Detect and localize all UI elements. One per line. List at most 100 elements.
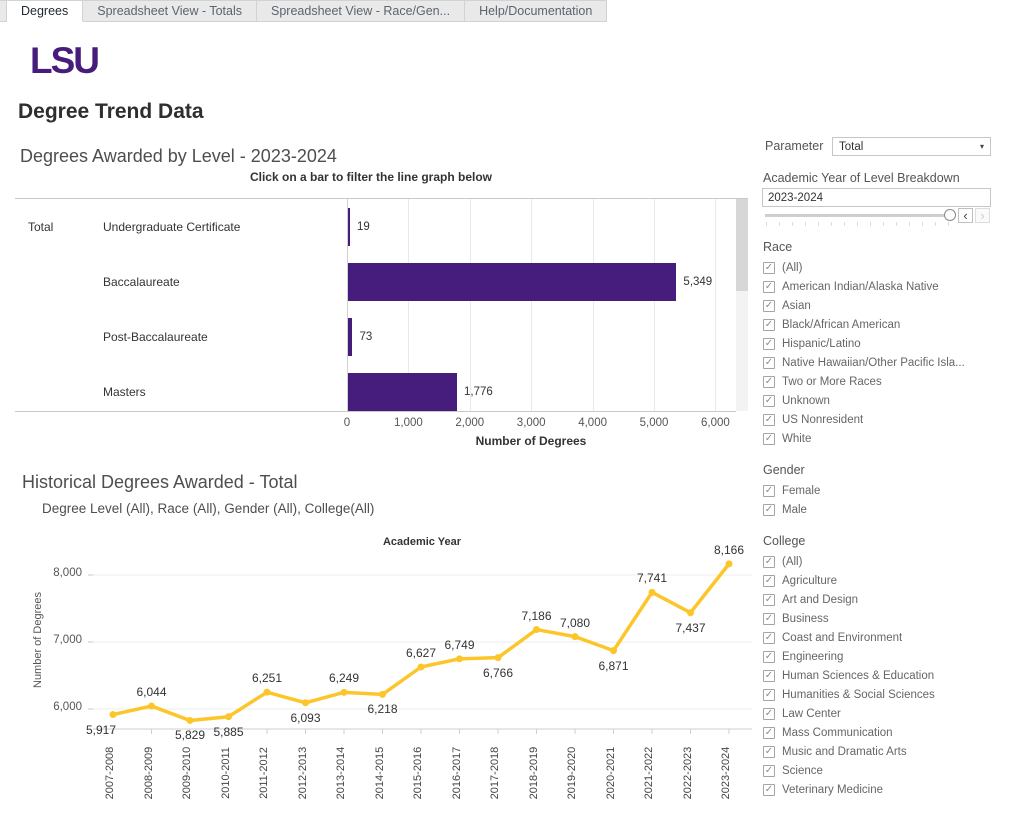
checkbox[interactable]: ✓ [763,299,775,312]
filter-item-mass-communication[interactable]: ✓ Mass Communication [763,723,1003,742]
checkbox[interactable]: ✓ [763,745,775,758]
checkbox[interactable]: ✓ [763,726,775,739]
line-point[interactable] [186,716,194,724]
checkbox-label[interactable]: Asian [782,299,811,312]
checkbox-label[interactable]: (All) [782,555,803,568]
line-point[interactable] [263,688,271,696]
checkbox-label[interactable]: US Nonresident [782,413,864,426]
tab-spreadsheet-view-totals[interactable]: Spreadsheet View - Totals [83,0,258,22]
filter-item-female[interactable]: ✓ Female [763,481,1003,500]
checkbox-label[interactable]: Music and Dramatic Arts [782,745,907,758]
checkbox[interactable]: ✓ [763,612,775,625]
year-slider-track[interactable] [765,214,951,217]
bar-masters[interactable] [348,373,458,411]
line-point[interactable] [302,699,309,707]
checkbox[interactable]: ✓ [763,394,775,407]
line-point[interactable] [533,626,540,634]
checkbox[interactable]: ✓ [763,555,775,568]
tab-spreadsheet-view-race-gen[interactable]: Spreadsheet View - Race/Gen... [257,0,466,22]
parameter-dropdown[interactable]: Total ▾ [832,137,991,156]
checkbox[interactable]: ✓ [763,707,775,720]
checkbox[interactable]: ✓ [763,413,775,426]
checkbox-label[interactable]: Human Sciences & Education [782,669,935,682]
tab-help-documentation[interactable]: Help/Documentation [465,0,608,22]
filter-item-veterinary-medicine[interactable]: ✓ Veterinary Medicine [763,780,1003,799]
line-point[interactable] [340,688,348,696]
filter-item-human-sciences-education[interactable]: ✓ Human Sciences & Education [763,666,1003,685]
checkbox-label[interactable]: Science [782,764,823,777]
checkbox[interactable]: ✓ [763,280,775,293]
filter-item-agriculture[interactable]: ✓ Agriculture [763,571,1003,590]
line-point[interactable] [225,713,232,721]
checkbox-label[interactable]: Male [782,503,807,516]
line-point[interactable] [379,690,386,698]
year-filter-input[interactable] [762,188,991,207]
bar-post-baccalaureate[interactable] [348,318,353,356]
checkbox-label[interactable]: Business [782,612,829,625]
scrollbar-thumb[interactable] [736,199,748,291]
checkbox-label[interactable]: Veterinary Medicine [782,783,883,796]
checkbox[interactable]: ✓ [763,783,775,796]
checkbox-label[interactable]: Art and Design [782,593,859,606]
checkbox[interactable]: ✓ [763,318,775,331]
filter-item-two-or-more-races[interactable]: ✓ Two or More Races [763,372,1003,391]
filter-item-business[interactable]: ✓ Business [763,609,1003,628]
checkbox[interactable]: ✓ [763,574,775,587]
tab-degrees[interactable]: Degrees [7,0,84,22]
line-point[interactable] [494,654,502,662]
checkbox-label[interactable]: Coast and Environment [782,631,903,644]
filter-item-all[interactable]: ✓ (All) [763,552,1003,571]
line-point[interactable] [109,711,117,719]
checkbox-label[interactable]: Black/African American [782,318,901,331]
checkbox[interactable]: ✓ [763,669,775,682]
line-point[interactable] [417,663,425,671]
line-point[interactable] [687,609,694,617]
checkbox-label[interactable]: Two or More Races [782,375,882,388]
checkbox-label[interactable]: Native Hawaiian/Other Pacific Isla... [782,356,965,369]
checkbox-label[interactable]: American Indian/Alaska Native [782,280,939,293]
checkbox[interactable]: ✓ [763,503,775,516]
filter-item-asian[interactable]: ✓ Asian [763,296,1003,315]
line-point[interactable] [648,588,656,596]
filter-item-male[interactable]: ✓ Male [763,500,1003,519]
checkbox[interactable]: ✓ [763,631,775,644]
line-point[interactable] [725,560,733,568]
filter-item-american-indian-alaska-native[interactable]: ✓ American Indian/Alaska Native [763,277,1003,296]
checkbox[interactable]: ✓ [763,261,775,274]
checkbox-label[interactable]: Mass Communication [782,726,893,739]
filter-item-coast-and-environment[interactable]: ✓ Coast and Environment [763,628,1003,647]
checkbox-label[interactable]: Engineering [782,650,844,663]
filter-item-us-nonresident[interactable]: ✓ US Nonresident [763,410,1003,429]
slider-prev-button[interactable]: ‹ [958,208,973,223]
filter-item-white[interactable]: ✓ White [763,429,1003,448]
checkbox-label[interactable]: Hispanic/Latino [782,337,861,350]
checkbox-label[interactable]: Law Center [782,707,841,720]
year-slider-thumb[interactable] [944,209,956,221]
filter-item-engineering[interactable]: ✓ Engineering [763,647,1003,666]
filter-item-humanities-social-sciences[interactable]: ✓ Humanities & Social Sciences [763,685,1003,704]
filter-item-art-and-design[interactable]: ✓ Art and Design [763,590,1003,609]
filter-item-black-african-american[interactable]: ✓ Black/African American [763,315,1003,334]
line-point[interactable] [456,655,463,663]
checkbox[interactable]: ✓ [763,337,775,350]
checkbox[interactable]: ✓ [763,688,775,701]
checkbox-label[interactable]: (All) [782,261,803,274]
checkbox-label[interactable]: White [782,432,812,445]
filter-item-hispanic-latino[interactable]: ✓ Hispanic/Latino [763,334,1003,353]
checkbox-label[interactable]: Agriculture [782,574,837,587]
bar-baccalaureate[interactable] [348,263,677,301]
filter-item-unknown[interactable]: ✓ Unknown [763,391,1003,410]
checkbox[interactable]: ✓ [763,593,775,606]
filter-item-all[interactable]: ✓ (All) [763,258,1003,277]
filter-item-science[interactable]: ✓ Science [763,761,1003,780]
checkbox[interactable]: ✓ [763,484,775,497]
filter-item-law-center[interactable]: ✓ Law Center [763,704,1003,723]
checkbox[interactable]: ✓ [763,375,775,388]
checkbox[interactable]: ✓ [763,356,775,369]
checkbox-label[interactable]: Humanities & Social Sciences [782,688,935,701]
line-point[interactable] [610,647,617,655]
checkbox[interactable]: ✓ [763,432,775,445]
filter-item-music-and-dramatic-arts[interactable]: ✓ Music and Dramatic Arts [763,742,1003,761]
checkbox[interactable]: ✓ [763,650,775,663]
bar-undergraduate-certificate[interactable] [348,208,350,246]
